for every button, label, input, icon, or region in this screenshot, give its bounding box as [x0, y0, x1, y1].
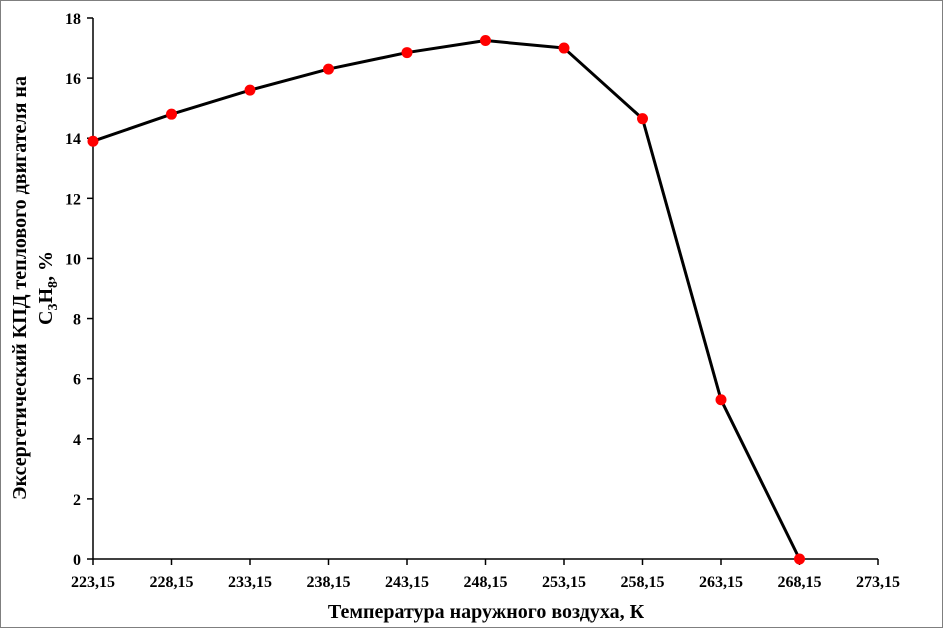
- y-tick-labels: 0 2 4 6 8 10 12 14 16 18: [65, 11, 81, 569]
- chart-axes: [87, 17, 879, 565]
- series-group: [87, 35, 805, 565]
- x-axis-title: Температура наружного воздуха, К: [328, 601, 645, 623]
- y-tick-label: 10: [65, 251, 81, 268]
- data-point: [401, 47, 413, 59]
- y-tick-label: 8: [73, 312, 81, 329]
- x-tick-label: 258,15: [621, 574, 665, 591]
- y-tick-label: 6: [73, 372, 81, 389]
- y-tick-label: 14: [65, 131, 81, 148]
- y-tick-label: 0: [73, 552, 81, 569]
- x-tick-label: 268,15: [778, 574, 822, 591]
- data-point: [480, 35, 491, 47]
- y-axis-title-line1: Эксергетический КПД теплового двигателя …: [9, 76, 31, 500]
- data-point: [244, 84, 256, 96]
- x-tick-label: 243,15: [385, 574, 429, 591]
- data-point: [637, 113, 648, 125]
- y-tick-label: 16: [65, 71, 81, 88]
- x-tick-label: 223,15: [71, 574, 115, 591]
- data-point: [794, 553, 805, 565]
- y-tick-label: 18: [65, 11, 81, 28]
- x-tick-label: 248,15: [464, 574, 508, 591]
- y-tick-label: 4: [73, 432, 81, 449]
- data-point: [558, 42, 570, 54]
- y-tick-label: 2: [73, 492, 81, 509]
- x-tick-label: 238,15: [307, 574, 351, 591]
- x-tick-label: 228,15: [150, 574, 194, 591]
- x-tick-label: 233,15: [228, 574, 272, 591]
- x-tick-label: 253,15: [542, 574, 586, 591]
- x-tick-labels: 223,15 228,15 233,15 238,15 243,15 248,15 253,…: [71, 574, 900, 591]
- data-point: [323, 63, 334, 75]
- y-tick-label: 12: [65, 191, 81, 208]
- x-tick-label: 273,15: [856, 574, 900, 591]
- y-axis-title: Эксергетический КПД теплового двигателя …: [9, 76, 61, 500]
- data-point: [166, 108, 177, 120]
- data-point: [715, 394, 727, 406]
- series-line: [92, 39, 801, 560]
- y-axis-title-line2: C3H8, %: [35, 251, 61, 325]
- x-tick-label: 263,15: [699, 574, 743, 591]
- data-point: [87, 135, 99, 147]
